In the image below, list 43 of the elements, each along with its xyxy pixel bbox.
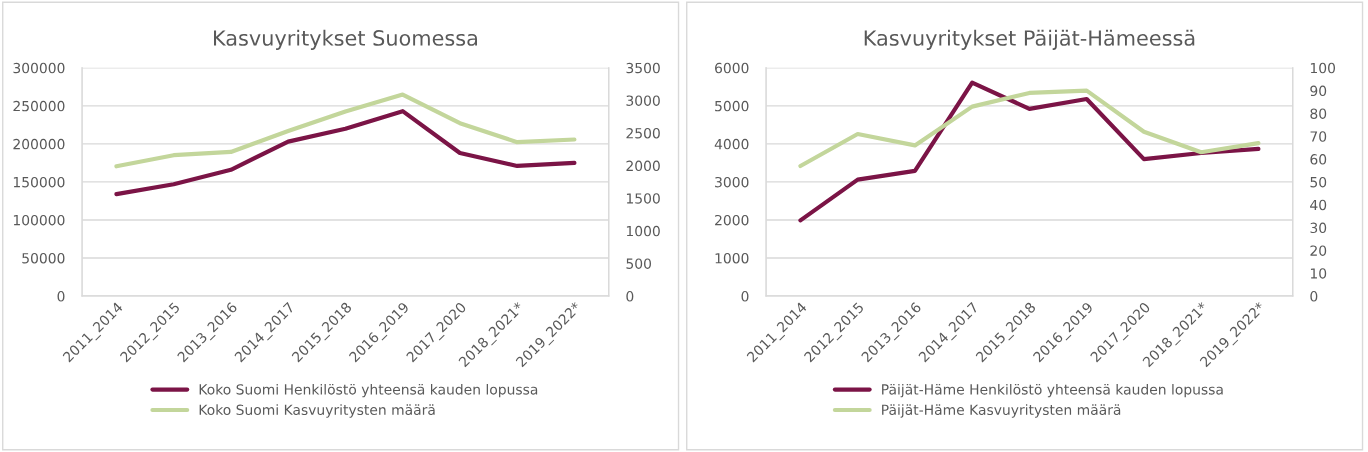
y2-tick-label: 0 bbox=[626, 291, 634, 302]
y-tick-label: 150000 bbox=[13, 176, 65, 188]
y2-tick-label: 30 bbox=[1310, 222, 1327, 234]
y-tick-label: 2000 bbox=[715, 214, 749, 226]
y2-tick-label: 90 bbox=[1310, 85, 1327, 97]
y2-tick-label: 500 bbox=[626, 258, 652, 269]
y2-tick-label: 80 bbox=[1310, 108, 1327, 119]
y-tick-label: 300000 bbox=[13, 62, 65, 74]
y-tick-label: 0 bbox=[57, 291, 65, 302]
y2-tick-label: 2000 bbox=[626, 160, 660, 172]
y-tick-label: 200000 bbox=[13, 138, 65, 150]
y-tick-label: 0 bbox=[741, 291, 749, 302]
y-tick-label: 3000 bbox=[715, 176, 749, 188]
y2-tick-label: 100 bbox=[1310, 62, 1336, 74]
y2-tick-label: 2500 bbox=[626, 127, 660, 139]
y-tick-label: 6000 bbox=[715, 62, 749, 74]
y2-tick-label: 40 bbox=[1310, 199, 1327, 211]
y2-tick-label: 3000 bbox=[626, 95, 660, 106]
y2-tick-label: 20 bbox=[1310, 245, 1327, 256]
y2-tick-label: 1500 bbox=[626, 193, 660, 204]
legend-label: Koko Suomi Henkilöstö yhteensä kauden lopussa bbox=[199, 383, 538, 398]
line-series bbox=[114, 109, 577, 197]
legend-label: Päijät-Häme Kasvuyritysten määrä bbox=[882, 404, 1121, 418]
y2-tick-label: 1000 bbox=[626, 225, 660, 237]
legend-label: Koko Suomi Kasvuyritysten määrä bbox=[199, 404, 435, 418]
y-tick-label: 50000 bbox=[22, 252, 65, 264]
y2-tick-label: 70 bbox=[1310, 131, 1327, 142]
line-series bbox=[798, 88, 1261, 169]
y2-tick-label: 60 bbox=[1310, 154, 1327, 165]
y2-tick-label: 0 bbox=[1310, 291, 1318, 302]
y-tick-label: 250000 bbox=[13, 100, 65, 112]
y2-tick-label: 3500 bbox=[626, 62, 660, 74]
y-tick-label: 1000 bbox=[715, 252, 749, 264]
y2-tick-label: 10 bbox=[1310, 268, 1327, 279]
y-tick-label: 5000 bbox=[715, 100, 749, 112]
chart-title: Kasvuyritykset Päijät-Hämeessä bbox=[864, 29, 1195, 50]
legend-label: Päijät-Häme Henkilöstö yhteensä kauden lopussa bbox=[882, 383, 1223, 398]
y-tick-label: 4000 bbox=[714, 138, 749, 150]
line-series bbox=[114, 92, 577, 169]
line-series bbox=[798, 80, 1261, 223]
chart-title: Kasvuyritykset Suomessa bbox=[214, 29, 477, 50]
y2-tick-label: 50 bbox=[1310, 176, 1327, 188]
y-tick-label: 100000 bbox=[13, 214, 65, 226]
